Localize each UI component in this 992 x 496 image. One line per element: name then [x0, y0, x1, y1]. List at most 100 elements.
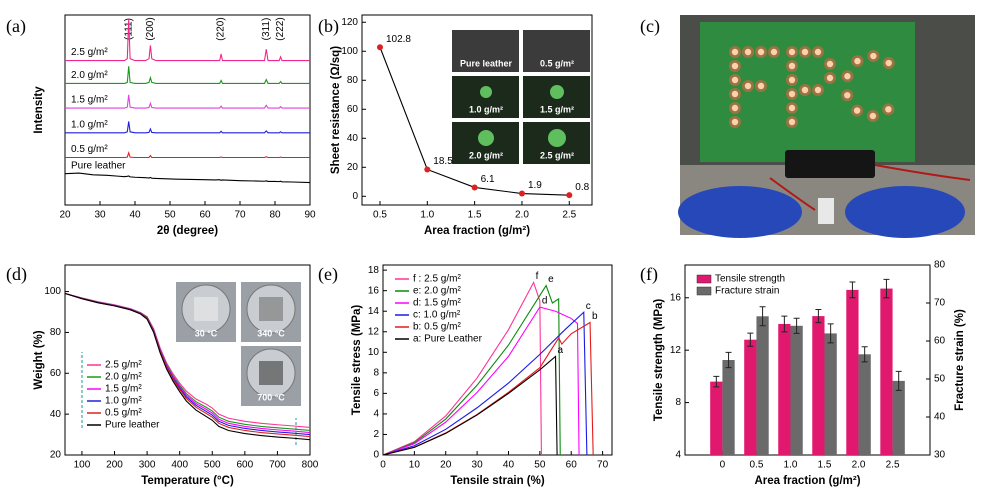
x-axis-label: 2θ (degree) — [157, 225, 218, 237]
error-bar — [827, 323, 834, 344]
y-tick-label: 0 — [373, 450, 379, 461]
series-line — [382, 281, 542, 456]
legend-label: Tensile strength — [715, 274, 785, 285]
x-axis-label: Tensile strain (%) — [450, 475, 545, 487]
legend-swatch — [696, 286, 712, 296]
series-line — [65, 293, 311, 441]
legend-label: f : 2.5 g/m² — [413, 274, 461, 285]
x-tick-label: 20 — [440, 460, 452, 471]
x-tick-label: 50 — [534, 460, 546, 471]
error-bar — [747, 332, 754, 347]
x-tick-label: 700 — [269, 460, 286, 471]
y-tick-label: 40 — [347, 133, 359, 144]
plot-frame — [361, 14, 593, 206]
led — [788, 48, 796, 56]
plot-frame — [382, 264, 613, 456]
legend-label: 2.0 g/m² — [105, 372, 142, 383]
y-tick-label: 10 — [368, 347, 380, 358]
y-tick-label: 100 — [341, 46, 358, 57]
bar — [756, 316, 769, 455]
legend-label: d: 1.5 g/m² — [413, 298, 461, 309]
inset-label: 1.0 g/m² — [469, 104, 503, 114]
point — [376, 44, 383, 51]
led — [869, 112, 877, 120]
x-tick-label: 80 — [269, 210, 281, 221]
legend-label: b: 0.5 g/m² — [413, 322, 461, 333]
panel-label: (b) — [318, 16, 339, 37]
legend-label: 2.5 g/m² — [105, 360, 142, 371]
bar — [812, 316, 825, 455]
y-axis-label: Tensile strength (MPa) — [653, 299, 665, 422]
panel-label: (c) — [640, 16, 660, 37]
legend-label: Pure leather — [105, 420, 160, 431]
series-line — [382, 355, 558, 456]
led — [744, 82, 752, 90]
x-tick-label: 1.0 — [420, 210, 434, 221]
y-axis-label: Tensile stress (MPa) — [351, 305, 363, 416]
series-line — [65, 66, 310, 84]
bar — [824, 333, 837, 455]
bar — [858, 354, 871, 455]
legend-label: 1.0 g/m² — [105, 396, 142, 407]
error-bar — [815, 309, 822, 324]
x-tick-label: 70 — [234, 210, 246, 221]
error-bar — [781, 315, 788, 333]
error-bar — [725, 351, 732, 369]
inset-photo — [452, 30, 519, 72]
led — [731, 76, 739, 84]
bar — [892, 380, 905, 455]
inset-label: 1.5 g/m² — [540, 104, 574, 114]
inset-sample — [259, 297, 283, 321]
led — [844, 92, 851, 99]
plot-frame — [64, 264, 311, 456]
x-tick-label: 30 — [94, 210, 106, 221]
curve-label: f — [536, 271, 539, 282]
data-label: 0.8 — [575, 182, 589, 193]
led — [731, 62, 739, 70]
data-label: 102.8 — [386, 34, 411, 45]
point — [471, 184, 478, 191]
x-tick-label: 0 — [380, 460, 386, 471]
y2-tick-label: 60 — [934, 336, 946, 347]
battery-box — [785, 150, 875, 178]
led — [854, 57, 861, 65]
inset-label: 2.5 g/m² — [540, 150, 574, 160]
y-tick-label: 16 — [368, 285, 380, 296]
error-bar — [895, 370, 902, 391]
y-tick-label: 6 — [373, 388, 379, 399]
led — [731, 104, 739, 112]
led — [885, 106, 892, 113]
legend-swatch — [696, 274, 712, 284]
y-tick-label: 4 — [373, 409, 379, 420]
y-tick-label: 60 — [50, 368, 62, 379]
x-tick-label: 500 — [204, 460, 221, 471]
legend-label: 0.5 g/m² — [105, 408, 142, 419]
y-tick-label: 4 — [675, 450, 681, 461]
inset-led — [550, 85, 564, 99]
bar — [778, 323, 791, 455]
y-tick-label: 80 — [50, 327, 62, 338]
x-tick-label: 0 — [720, 460, 726, 471]
inset-led — [478, 130, 494, 146]
inset-sample — [194, 297, 218, 321]
series-label: 2.5 g/m² — [71, 47, 108, 58]
photo — [678, 15, 975, 238]
led — [801, 48, 809, 56]
series-line — [65, 94, 310, 109]
x-tick-label: 40 — [129, 210, 141, 221]
y-tick-label: 8 — [373, 367, 379, 378]
led — [826, 74, 834, 82]
inset-label: 2.0 g/m² — [469, 150, 503, 160]
led — [870, 52, 877, 60]
led — [731, 48, 739, 56]
y-tick-label: 100 — [44, 286, 61, 297]
y-tick-label: 8 — [675, 397, 681, 408]
error-bar — [849, 281, 856, 299]
legend-label: Fracture strain — [715, 286, 779, 297]
y-tick-label: 12 — [368, 326, 380, 337]
legend-label: c: 1.0 g/m² — [413, 310, 461, 321]
inset-label: 700 °C — [257, 392, 285, 402]
x-axis-label: Temperature (°C) — [141, 475, 234, 487]
